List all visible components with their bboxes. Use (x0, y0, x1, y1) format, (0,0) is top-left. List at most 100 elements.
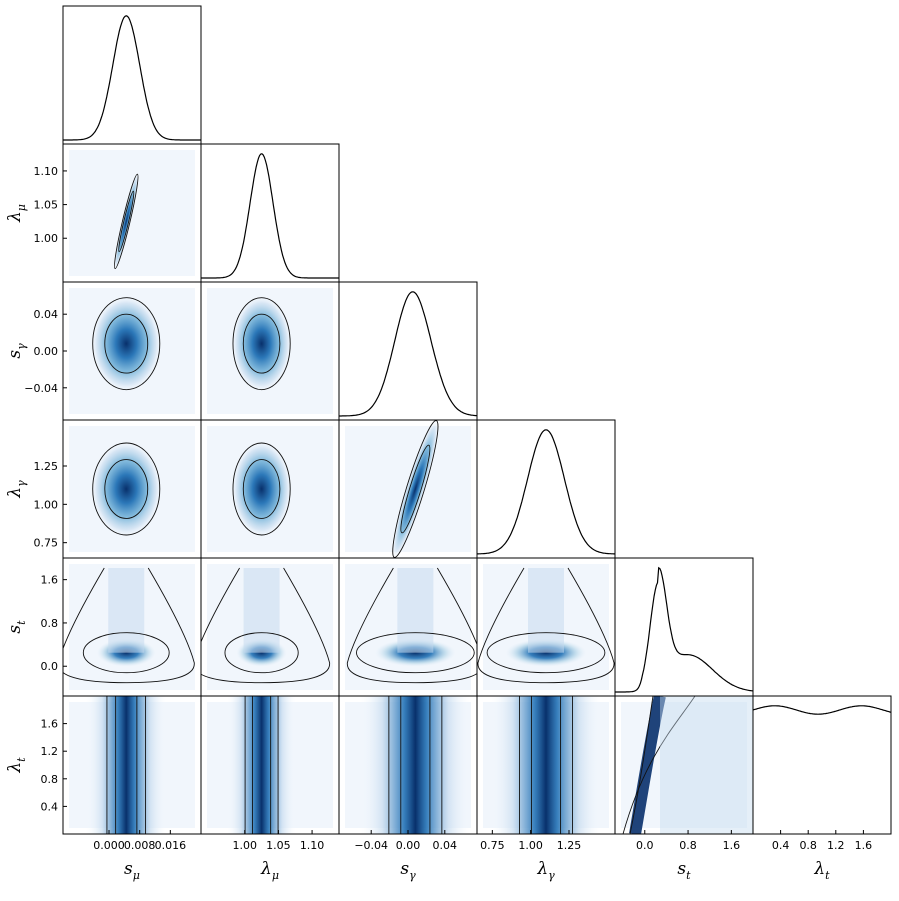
y-tick-label: 1.6 (41, 574, 59, 587)
y-tick-label: 0.8 (41, 773, 59, 786)
joint-s_mu-lambda_t (69, 696, 195, 834)
density-ridge (629, 696, 666, 834)
x-tick-label: 1.00 (233, 839, 258, 852)
y-axis-label-lambda_mu: λμ (5, 204, 28, 223)
marginal-lambda_t (753, 705, 891, 715)
contour-outer (477, 567, 615, 684)
joint-s_mu-lambda_gamma (69, 426, 195, 552)
joint-s_gamma-lambda_t (345, 696, 471, 834)
y-tick-label: 0.00 (34, 345, 59, 358)
density-blob (231, 441, 292, 537)
contour-outer (92, 297, 161, 391)
density-tail (528, 568, 564, 653)
contour-outer (114, 173, 139, 270)
contour-outer (392, 420, 439, 558)
marginal-lambda_mu (201, 153, 339, 279)
contour-outer (622, 696, 696, 834)
marginal-curve (477, 429, 615, 555)
density-tail (397, 568, 434, 653)
y-tick-label: 0.75 (34, 537, 59, 550)
joint-s_mu-s_t (63, 564, 195, 690)
x-tick-label: −0.04 (354, 839, 388, 852)
y-tick-label: 1.6 (41, 718, 59, 731)
contour-inner (104, 459, 149, 519)
x-axis-label-s_mu: sμ (124, 859, 140, 882)
x-tick-label: 0.016 (155, 839, 187, 852)
joint-s_mu-s_gamma (69, 288, 195, 414)
contour-inner (82, 632, 170, 674)
x-tick-label: 1.25 (557, 839, 582, 852)
x-axis-label-lambda_mu: λμ (260, 859, 279, 882)
marginal-curve (753, 705, 891, 715)
x-tick-label: 0.000 (93, 839, 125, 852)
density-band (490, 696, 602, 834)
panels-layer (62, 5, 892, 835)
contour-inner (104, 313, 149, 374)
x-tick-label: 1.05 (266, 839, 291, 852)
joint-lambda_mu-s_gamma (207, 288, 333, 414)
y-tick-label: 1.00 (34, 232, 59, 245)
x-axis-label-lambda_t: λt (813, 859, 830, 882)
x-tick-label: 0.8 (679, 839, 697, 852)
contour-outer (346, 567, 477, 684)
joint-lambda_mu-s_t (201, 564, 333, 690)
joint-lambda_mu-lambda_t (207, 696, 333, 834)
panel-frame (752, 695, 892, 835)
density-blob (231, 295, 292, 392)
marginal-s_mu (63, 15, 201, 141)
x-tick-label: 0.008 (124, 839, 156, 852)
joint-lambda_gamma-lambda_t (483, 696, 609, 834)
y-tick-label: −0.04 (24, 382, 58, 395)
marginal-lambda_gamma (477, 429, 615, 555)
density-band (86, 696, 167, 834)
x-tick-label: 1.6 (723, 839, 741, 852)
joint-lambda_gamma-s_t (477, 564, 615, 690)
y-tick-label: 0.04 (34, 308, 59, 321)
joint-s_gamma-s_t (345, 564, 477, 690)
marginal-s_t (615, 566, 753, 693)
contour-inner (629, 696, 654, 834)
marginal-curve (339, 291, 477, 417)
x-tick-label: 0.04 (433, 839, 458, 852)
y-axis-label-lambda_gamma: λγ (5, 480, 28, 499)
contour-inner (400, 444, 431, 534)
x-axis-label-lambda_gamma: λγ (536, 859, 555, 882)
y-tick-label: 0.4 (41, 800, 59, 813)
density-tail (243, 568, 280, 653)
contour-outer (63, 567, 195, 684)
panel-frame (614, 557, 754, 697)
joint-lambda_mu-lambda_gamma (207, 426, 333, 552)
contour-outer (92, 442, 161, 536)
panel-frame (200, 143, 340, 283)
y-tick-label: 1.00 (34, 498, 59, 511)
y-tick-label: 1.2 (41, 745, 59, 758)
y-tick-label: 1.25 (34, 460, 59, 473)
x-axis-label-s_t: st (677, 859, 691, 882)
contour-inner (118, 190, 135, 253)
y-tick-label: 1.10 (34, 165, 59, 178)
y-tick-label: 0.0 (41, 660, 59, 673)
contour-inner (242, 459, 281, 519)
y-axis-label-s_gamma: sγ (5, 343, 28, 359)
contour-inner (242, 313, 281, 374)
joint-s_t-lambda_t (621, 696, 753, 834)
density-band (227, 696, 296, 834)
panel-frame (476, 419, 616, 559)
x-axis-label-s_gamma: sγ (400, 859, 416, 882)
x-tick-label: 1.10 (300, 839, 325, 852)
x-tick-label: 0.8 (799, 839, 817, 852)
joint-s_mu-lambda_mu (69, 150, 195, 276)
contour-inner (224, 632, 299, 674)
contour-outer (232, 442, 291, 536)
marginal-curve (63, 15, 201, 141)
density-blob (91, 441, 162, 537)
contour-inner (486, 632, 606, 674)
y-axis-label-lambda_t: λt (5, 757, 28, 774)
density-blob (391, 420, 439, 558)
density-blob (91, 295, 162, 392)
joint-s_gamma-lambda_gamma (345, 420, 471, 558)
contour-outer (232, 297, 291, 391)
marginal-curve (201, 153, 339, 279)
x-tick-label: 0.0 (636, 839, 654, 852)
